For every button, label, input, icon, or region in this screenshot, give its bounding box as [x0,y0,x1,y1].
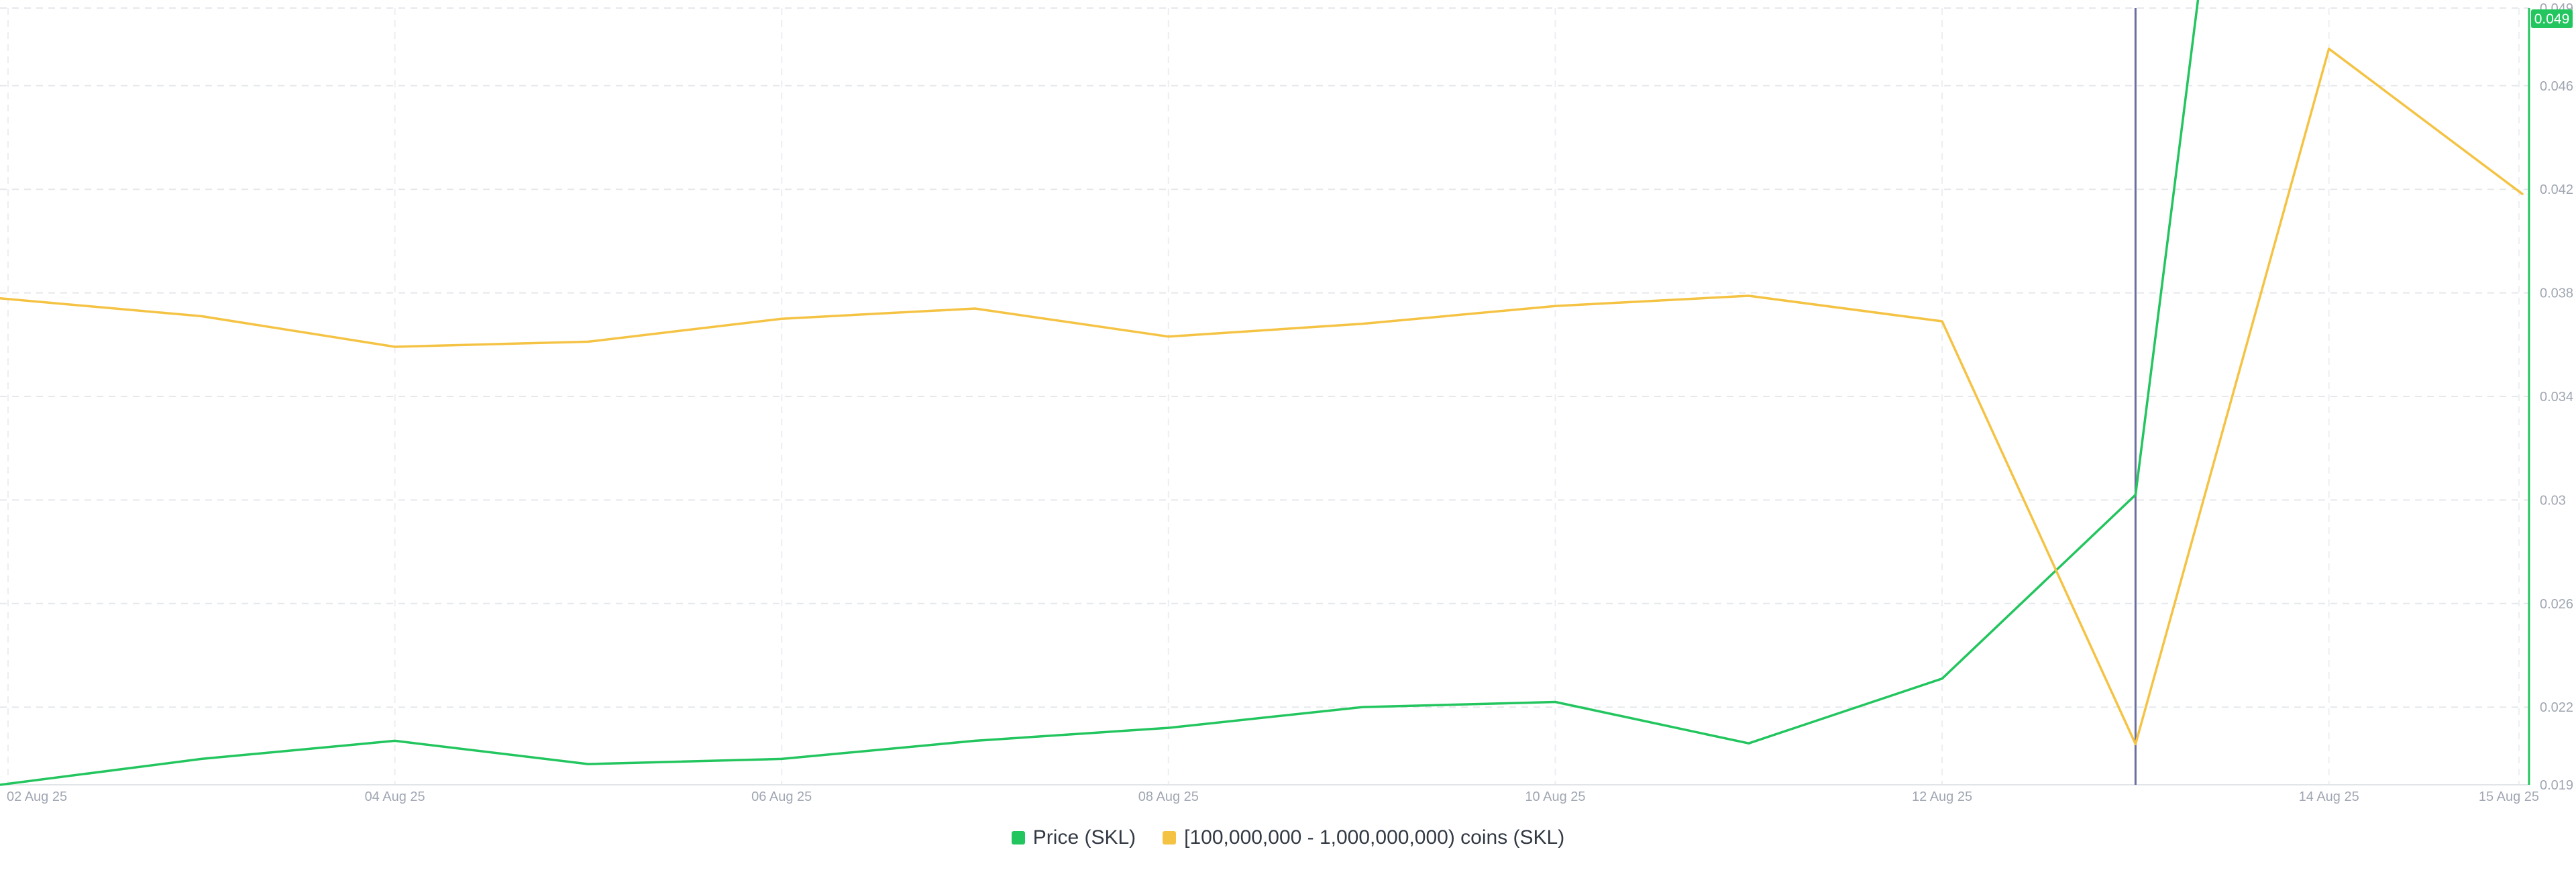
legend-swatch-price [1011,831,1025,844]
y-tick-label: 0.042 [2540,182,2573,197]
grid [0,7,2529,785]
x-axis: 02 Aug 25 04 Aug 25 06 Aug 25 08 Aug 25 10 A… [7,789,2539,804]
series-layer [0,0,2524,786]
y-tick-label: 0.03 [2540,493,2566,508]
legend: Price (SKL) [100,000,000 - 1,000,000,000… [0,826,2576,849]
legend-label-price: Price (SKL) [1032,826,1136,849]
line-chart: 02 Aug 25 04 Aug 25 06 Aug 25 08 Aug 25 10 A… [0,0,2573,804]
legend-swatch-coins [1163,831,1177,844]
x-tick-label: 10 Aug 25 [1525,789,1585,804]
x-tick-label: 08 Aug 25 [1138,789,1199,804]
x-tick-label: 14 Aug 25 [2299,789,2359,804]
legend-item-coins[interactable]: [100,000,000 - 1,000,000,000) coins (SKL… [1163,826,1564,849]
x-tick-label: 04 Aug 25 [365,789,425,804]
legend-label-coins: [100,000,000 - 1,000,000,000) coins (SKL… [1184,826,1565,849]
y-tick-label: 0.034 [2540,390,2573,404]
current-price-label: 0.049 [2534,11,2570,27]
x-tick-label: 12 Aug 25 [1912,789,1972,804]
legend-item-price[interactable]: Price (SKL) [1011,826,1136,849]
x-tick-label: 15 Aug 25 [2479,789,2539,804]
y-tick-label: 0.022 [2540,700,2573,715]
y-tick-label: 0.038 [2540,286,2573,301]
current-price-tag [2531,9,2573,28]
series-line-price [0,0,2200,786]
x-tick-label: 02 Aug 25 [7,789,67,804]
y-tick-label: 0.026 [2540,597,2573,612]
series-line-coins [0,47,2524,746]
y-axis: 0.019 0.022 0.026 0.03 0.034 0.038 0.042 0.046 0… [2528,1,2573,793]
y-tick-label: 0.019 [2540,778,2573,793]
y-tick-label: 0.046 [2540,79,2573,94]
x-tick-label: 06 Aug 25 [751,789,812,804]
